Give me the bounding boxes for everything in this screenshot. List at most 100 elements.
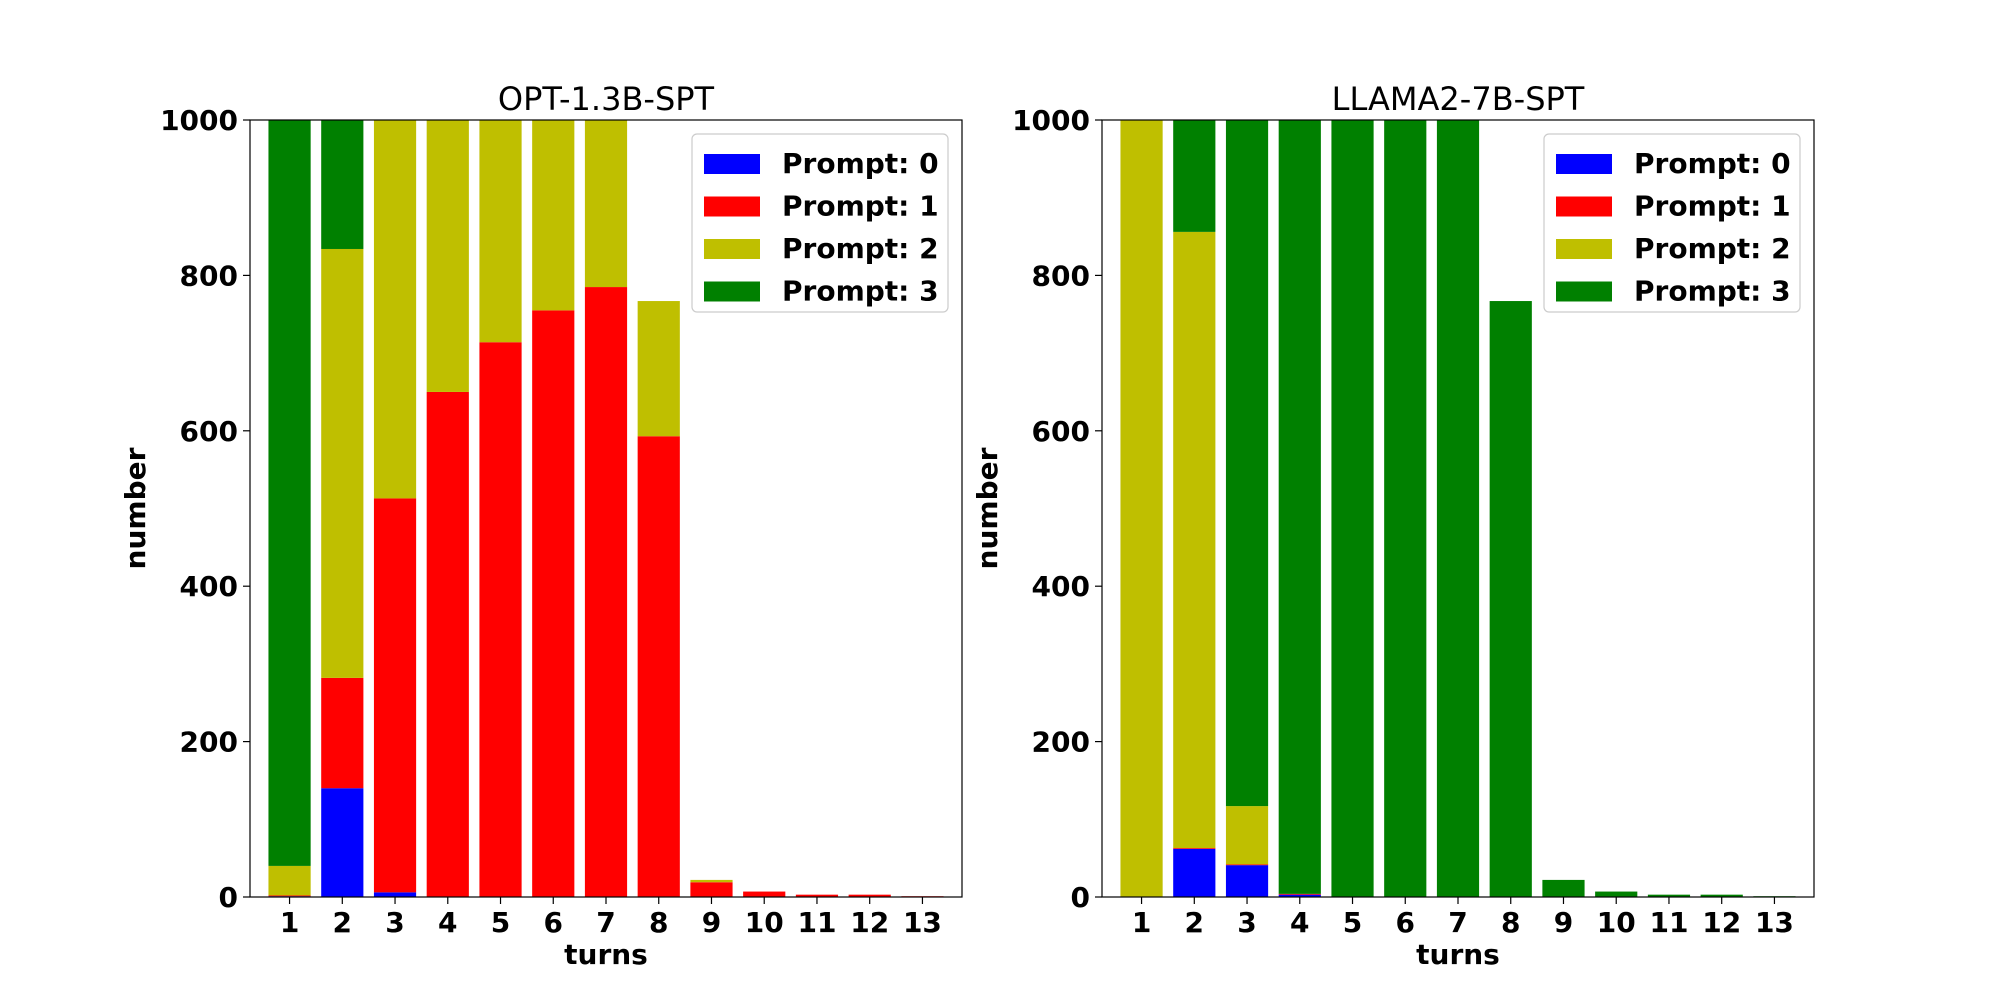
bar-segment-turn-7-prompt-2 [584,120,628,288]
legend-entry: Prompt: 2 [782,232,939,265]
legend-swatch [1556,281,1612,302]
bar-segment-turn-4-prompt-0 [1278,894,1321,897]
bar-segment-turn-2-prompt-3 [321,120,364,249]
bar-segment-turn-1-prompt-3 [268,120,311,866]
bar-segment-turn-10-prompt-3 [1595,891,1638,897]
bar-segment-turn-2-prompt-1 [1173,848,1216,849]
bar-segment-turn-5-prompt-3 [1331,120,1374,897]
bar-segment-turn-1-prompt-2 [1120,120,1163,897]
y-tick-label: 0 [219,881,238,914]
bar-segment-turn-3-prompt-0 [373,892,417,897]
bar-segment-turn-4-prompt-2 [426,120,469,392]
y-tick-label: 400 [180,570,238,603]
bar-segment-turn-8-prompt-2 [637,301,680,437]
y-axis-label: number [971,447,1004,569]
bar-segment-turn-6-prompt-3 [1384,120,1427,897]
y-tick-label: 400 [1032,570,1090,603]
legend-swatch [704,196,760,217]
bar-segment-turn-1-prompt-2 [268,865,311,896]
x-tick-label: 7 [1448,906,1467,939]
x-tick-label: 2 [333,906,352,939]
x-tick-label: 1 [280,906,299,939]
x-tick-label: 7 [596,906,615,939]
bar-segment-turn-1-prompt-1 [268,895,311,897]
x-tick-label: 13 [1755,906,1794,939]
x-tick-label: 3 [1237,906,1256,939]
bar-segment-turn-5-prompt-1 [479,342,522,897]
x-tick-label: 8 [1501,906,1520,939]
bar-segment-turn-3-prompt-2 [373,120,417,499]
legend-swatch [1556,154,1612,174]
legend-swatch [1556,239,1612,259]
bar-segment-turn-2-prompt-0 [321,788,364,897]
x-tick-label: 4 [1290,906,1309,939]
bar-segment-turn-3-prompt-0 [1225,865,1269,897]
x-tick-label: 8 [649,906,668,939]
legend-swatch [704,239,760,259]
x-tick-label: 12 [1702,906,1741,939]
y-tick-label: 800 [180,259,238,292]
bar-segment-turn-2-prompt-1 [321,677,364,789]
bars [1120,120,1796,897]
x-tick-label: 12 [850,906,889,939]
bar-segment-turn-12-prompt-1 [848,894,891,897]
y-tick-label: 1000 [160,104,238,137]
y-tick-label: 200 [180,726,238,759]
x-tick-label: 11 [797,906,836,939]
bar-segment-turn-10-prompt-1 [743,891,786,897]
y-tick-label: 200 [1032,726,1090,759]
legend-box [1543,133,1801,313]
legend-box [691,133,949,313]
legend-entry: Prompt: 3 [1634,275,1791,308]
x-tick-label: 1 [1132,906,1151,939]
x-tick-label: 6 [1396,906,1415,939]
bar-segment-turn-2-prompt-2 [321,248,364,678]
bar-segment-turn-3-prompt-3 [1225,120,1269,807]
y-tick-label: 1000 [1012,104,1090,137]
legend-entry: Prompt: 1 [1634,190,1791,223]
x-axis-label: turns [1416,938,1500,971]
y-tick-label: 600 [180,415,238,448]
bar-segment-turn-2-prompt-0 [1173,848,1216,897]
bar-segment-turn-4-prompt-3 [1278,120,1321,894]
chart-title: OPT-1.3B-SPT [498,80,715,118]
x-tick-label: 10 [1597,906,1636,939]
y-tick-label: 0 [1071,881,1090,914]
bar-segment-turn-11-prompt-1 [795,894,839,897]
legend-entry: Prompt: 0 [782,147,939,180]
x-tick-label: 11 [1649,906,1688,939]
legend: Prompt: 0 Prompt: 1 Prompt: 2 Prompt: 3 [691,133,949,313]
bar-segment-turn-7-prompt-3 [1436,120,1480,897]
bar-segment-turn-2-prompt-3 [1173,120,1216,232]
x-tick-label: 5 [1343,906,1362,939]
x-axis-label: turns [564,938,648,971]
x-tick-label: 10 [745,906,784,939]
legend-entry: Prompt: 0 [1634,147,1791,180]
bars [268,120,944,897]
bar-segment-turn-3-prompt-2 [1225,806,1269,865]
legend-swatch [704,154,760,174]
bar-segment-turn-9-prompt-3 [1542,879,1585,897]
bar-segment-turn-6-prompt-2 [532,120,575,311]
bar-segment-turn-5-prompt-2 [479,120,522,343]
bar-segment-turn-8-prompt-1 [637,436,680,897]
bar-segment-turn-4-prompt-1 [1278,893,1321,895]
chart-title: LLAMA2-7B-SPT [1332,80,1585,118]
bar-segment-turn-3-prompt-1 [1225,864,1269,866]
legend-swatch [704,281,760,302]
legend-entry: Prompt: 3 [782,275,939,308]
x-tick-label: 5 [491,906,510,939]
x-tick-label: 9 [702,906,721,939]
x-tick-label: 9 [1554,906,1573,939]
bar-segment-turn-3-prompt-1 [373,498,417,893]
bar-segment-turn-9-prompt-2 [690,879,733,883]
x-tick-label: 6 [544,906,563,939]
y-axis-label: number [119,447,152,569]
x-tick-label: 3 [385,906,404,939]
x-tick-label: 13 [903,906,942,939]
y-tick-label: 800 [1032,259,1090,292]
bar-segment-turn-6-prompt-1 [532,310,575,897]
y-tick-label: 600 [1032,415,1090,448]
